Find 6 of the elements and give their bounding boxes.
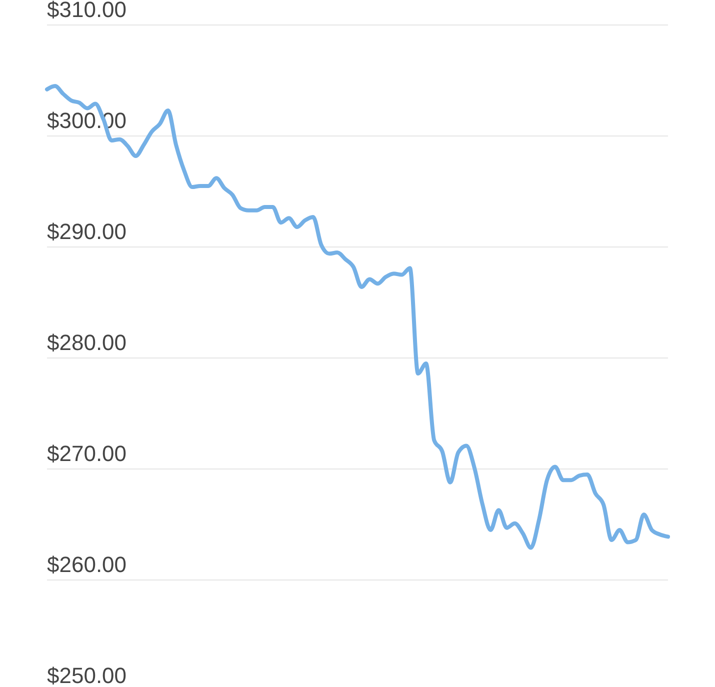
y-tick-label: $270.00 <box>47 441 127 466</box>
y-tick-label: $290.00 <box>47 219 127 244</box>
y-tick-label: $280.00 <box>47 330 127 355</box>
y-tick-label: $260.00 <box>47 552 127 577</box>
y-tick-label: $310.00 <box>47 0 127 22</box>
y-tick-label: $250.00 <box>47 663 127 687</box>
